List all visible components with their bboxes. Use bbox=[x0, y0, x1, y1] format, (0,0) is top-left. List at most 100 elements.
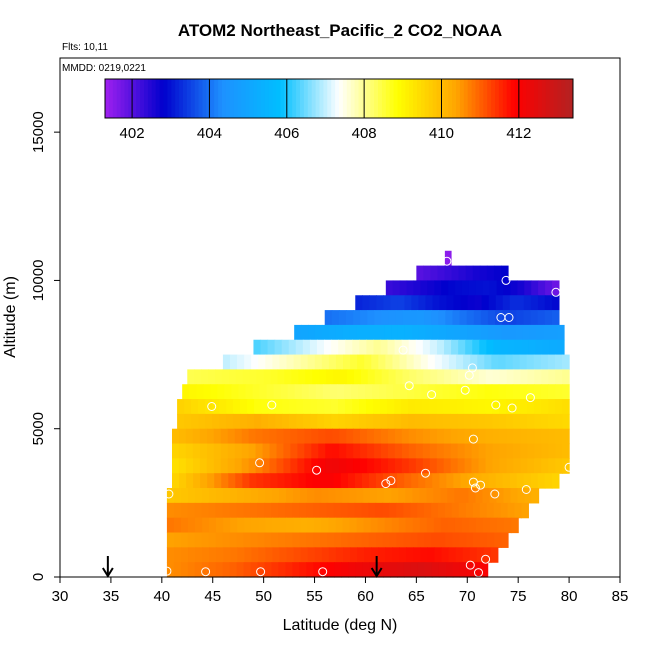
colorbar-swatch bbox=[159, 79, 164, 118]
field-cell bbox=[315, 384, 324, 400]
field-cell bbox=[346, 310, 354, 326]
field-cell bbox=[311, 428, 319, 445]
field-cell bbox=[318, 428, 326, 445]
colorbar-swatch bbox=[264, 79, 270, 118]
field-cell bbox=[457, 458, 466, 474]
field-cell bbox=[343, 354, 351, 370]
field-cell bbox=[177, 399, 185, 415]
co2-field bbox=[166, 250, 570, 578]
colorbar-swatch bbox=[475, 79, 480, 118]
field-cell bbox=[213, 443, 222, 459]
field-cell bbox=[394, 428, 403, 445]
field-cell bbox=[187, 517, 196, 534]
field-cell bbox=[436, 399, 444, 415]
field-cell bbox=[278, 532, 286, 548]
field-cell bbox=[294, 384, 303, 400]
field-cell bbox=[527, 369, 535, 385]
field-cell bbox=[324, 339, 332, 356]
field-cell bbox=[465, 339, 473, 356]
field-cell bbox=[495, 295, 504, 311]
field-cell bbox=[202, 547, 210, 563]
field-cell bbox=[439, 324, 447, 341]
field-cell bbox=[194, 562, 203, 578]
field-cell bbox=[244, 488, 252, 504]
field-cell bbox=[219, 399, 227, 415]
field-cell bbox=[376, 295, 384, 311]
field-cell bbox=[540, 354, 549, 370]
field-cell bbox=[222, 562, 231, 578]
field-cell bbox=[292, 502, 300, 519]
field-cell bbox=[353, 428, 361, 445]
field-cell bbox=[367, 310, 376, 326]
field-cell bbox=[249, 369, 258, 385]
field-cell bbox=[531, 488, 540, 504]
field-cell bbox=[537, 473, 546, 489]
field-cell bbox=[233, 413, 241, 430]
field-cell bbox=[424, 562, 433, 578]
colorbar-swatch bbox=[222, 79, 227, 118]
field-cell bbox=[413, 280, 422, 296]
field-cell bbox=[492, 369, 501, 385]
field-cell bbox=[222, 354, 231, 370]
colorbar-swatch bbox=[140, 79, 145, 118]
field-cell bbox=[166, 502, 175, 519]
field-cell bbox=[274, 339, 283, 356]
field-cell bbox=[331, 310, 340, 326]
field-cell bbox=[285, 502, 293, 519]
field-cell bbox=[341, 562, 349, 578]
field-cell bbox=[415, 413, 423, 430]
field-cell bbox=[306, 562, 314, 578]
field-cell bbox=[272, 488, 280, 504]
field-cell bbox=[353, 310, 361, 326]
field-cell bbox=[483, 517, 491, 534]
field-cell bbox=[195, 547, 203, 563]
field-cell bbox=[493, 265, 502, 282]
field-cell bbox=[555, 428, 563, 445]
field-cell bbox=[276, 428, 285, 445]
field-cell bbox=[450, 428, 459, 445]
colorbar-swatch bbox=[350, 79, 356, 118]
field-cell bbox=[192, 443, 201, 459]
field-cell bbox=[454, 517, 463, 534]
field-cell bbox=[351, 384, 359, 400]
field-cell bbox=[283, 428, 292, 445]
field-cell bbox=[529, 324, 537, 341]
field-cell bbox=[255, 428, 264, 445]
field-cell bbox=[491, 354, 500, 370]
field-cell bbox=[562, 443, 570, 459]
colorbar-swatch bbox=[428, 79, 434, 118]
field-cell bbox=[433, 488, 441, 504]
field-cell bbox=[293, 517, 301, 534]
field-cell bbox=[455, 280, 463, 296]
field-cell bbox=[289, 413, 297, 430]
field-cell bbox=[499, 443, 507, 459]
field-cell bbox=[363, 488, 371, 504]
field-cell bbox=[382, 502, 390, 519]
field-cell bbox=[352, 413, 360, 430]
field-cell bbox=[392, 280, 401, 296]
field-cell bbox=[312, 473, 321, 489]
colorbar-swatch bbox=[132, 79, 137, 118]
field-cell bbox=[433, 517, 442, 534]
field-cell bbox=[308, 384, 317, 400]
field-cell bbox=[258, 547, 267, 563]
field-cell bbox=[303, 413, 311, 430]
field-cell bbox=[371, 354, 379, 370]
field-cell bbox=[527, 428, 535, 445]
field-cell bbox=[332, 428, 340, 445]
field-cell bbox=[562, 428, 570, 445]
field-cell bbox=[233, 399, 241, 415]
field-cell bbox=[385, 354, 394, 370]
y-axis: 0 5000 10000 15000 bbox=[30, 111, 60, 581]
field-cell bbox=[201, 562, 210, 578]
field-cell bbox=[387, 399, 395, 415]
y-tick-label: 15000 bbox=[30, 111, 47, 153]
field-cell bbox=[511, 517, 519, 534]
colorbar-swatch bbox=[557, 79, 562, 118]
x-tick-label: 70 bbox=[459, 588, 476, 605]
field-cell bbox=[244, 354, 252, 370]
field-cell bbox=[311, 443, 319, 459]
field-cell bbox=[426, 517, 435, 534]
field-cell bbox=[234, 428, 243, 445]
field-cell bbox=[346, 428, 354, 445]
